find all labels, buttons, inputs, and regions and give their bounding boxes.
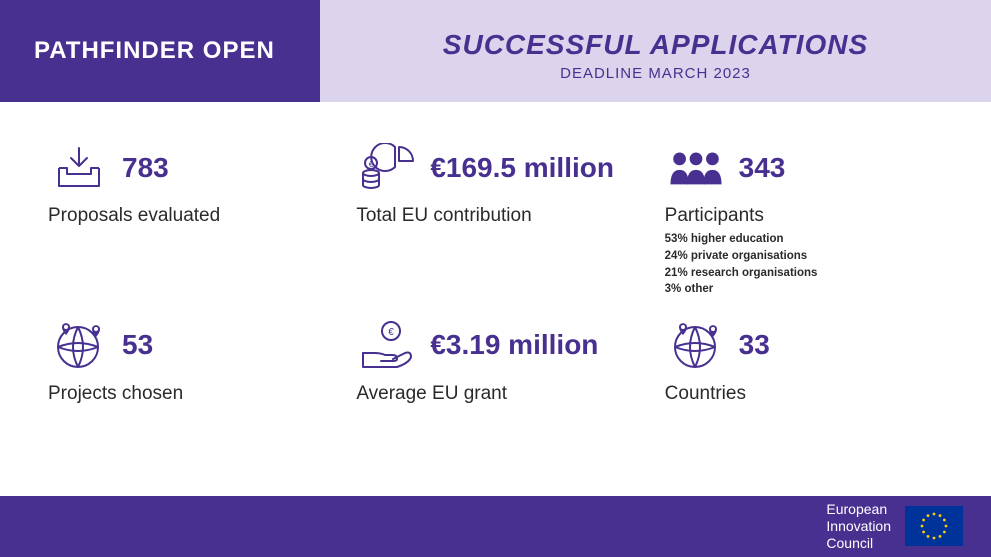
globe-pins-icon [48,318,110,373]
proposals-value: 783 [122,152,169,184]
breakdown-line: 24% private organisations [665,248,943,265]
grant-label: Average EU grant [356,383,634,405]
stats-grid: 783 Proposals evaluated € [0,102,991,495]
stat-participants: 343 Participants 53% higher education 24… [665,140,943,298]
contribution-value: €169.5 million [430,152,614,184]
people-icon [665,140,727,195]
stat-grant: € €3.19 million Average EU grant [356,318,634,476]
projects-label: Projects chosen [48,383,326,405]
program-title: PATHFINDER OPEN [34,37,275,65]
countries-value: 33 [739,329,770,361]
stat-contribution: € €169.5 million Total EU contribution [356,140,634,298]
stat-projects: 53 Projects chosen [48,318,326,476]
participants-breakdown: 53% higher education 24% private organis… [665,231,943,298]
breakdown-line: 3% other [665,281,943,298]
proposals-label: Proposals evaluated [48,205,326,227]
hand-coin-icon: € [356,318,418,373]
eu-flag-icon [905,506,963,546]
header-left-panel: PATHFINDER OPEN [0,0,320,102]
footer: European Innovation Council [0,496,991,557]
contribution-label: Total EU contribution [356,205,634,227]
participants-label: Participants [665,205,943,227]
header: PATHFINDER OPEN SUCCESSFUL APPLICATIONS … [0,0,991,102]
header-subtitle-main: SUCCESSFUL APPLICATIONS [443,29,868,61]
grant-value: €3.19 million [430,329,598,361]
footer-org-name: European Innovation Council [826,501,891,551]
projects-value: 53 [122,329,153,361]
inbox-download-icon [48,140,110,195]
coins-pie-icon: € [356,140,418,195]
stat-proposals: 783 Proposals evaluated [48,140,326,298]
header-right-panel: SUCCESSFUL APPLICATIONS DEADLINE MARCH 2… [320,0,991,102]
svg-text:€: € [369,160,374,169]
globe-pins-icon [665,318,727,373]
stat-countries: 33 Countries [665,318,943,476]
infographic-container: PATHFINDER OPEN SUCCESSFUL APPLICATIONS … [0,0,991,557]
breakdown-line: 53% higher education [665,231,943,248]
header-deadline: DEADLINE MARCH 2023 [560,65,751,82]
countries-label: Countries [665,383,943,405]
participants-value: 343 [739,152,786,184]
breakdown-line: 21% research organisations [665,265,943,282]
svg-text:€: € [389,327,395,338]
